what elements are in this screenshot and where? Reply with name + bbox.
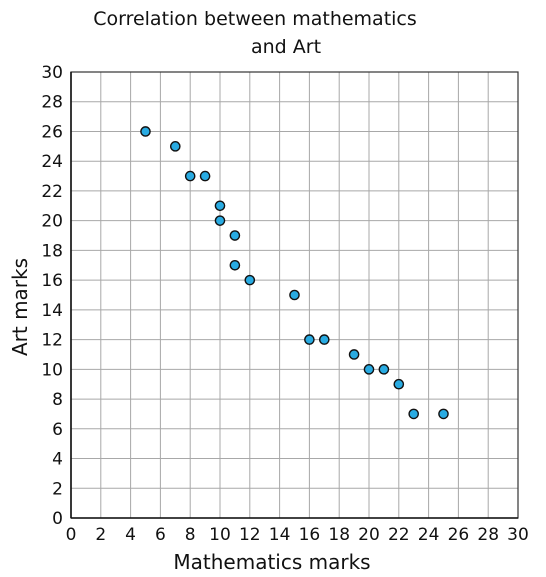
- data-point: [408, 408, 420, 420]
- x-tick-label: 28: [477, 525, 499, 545]
- y-tick-label: 20: [41, 212, 63, 232]
- data-point: [214, 215, 226, 226]
- data-point: [229, 230, 241, 241]
- y-tick-label: 22: [41, 182, 63, 202]
- y-tick-label: 0: [52, 509, 63, 529]
- data-point: [199, 170, 211, 182]
- x-tick-label: 20: [358, 525, 380, 545]
- y-tick-label: 4: [52, 450, 63, 470]
- data-point: [169, 141, 181, 152]
- data-point: [229, 259, 241, 271]
- data-point: [244, 274, 256, 286]
- x-tick-label: 26: [448, 525, 470, 545]
- data-point: [289, 289, 300, 301]
- x-tick-label: 4: [125, 525, 136, 545]
- data-point: [438, 408, 449, 420]
- x-tick-label: 22: [388, 525, 410, 545]
- x-tick-label: 6: [155, 525, 166, 545]
- x-tick-label: 12: [239, 525, 261, 545]
- data-point: [318, 334, 330, 345]
- data-point: [378, 364, 390, 375]
- x-tick-label: 24: [418, 525, 440, 545]
- x-tick-label: 8: [185, 525, 196, 545]
- x-tick-label: 10: [209, 525, 231, 545]
- y-tick-label: 2: [52, 479, 63, 499]
- x-tick-label: 30: [507, 525, 529, 545]
- y-tick-label: 14: [41, 301, 63, 321]
- y-tick-label: 12: [41, 331, 63, 351]
- y-tick-label: 26: [41, 122, 63, 142]
- grid: [70, 71, 519, 519]
- y-tick-label: 8: [52, 390, 63, 410]
- x-tick-label: 18: [328, 525, 350, 545]
- y-tick-label: 30: [41, 63, 63, 83]
- x-tick-label: 14: [269, 525, 291, 545]
- x-tick-label: 16: [299, 525, 321, 545]
- data-point: [363, 364, 375, 375]
- chart-title-line-2: and Art: [251, 36, 321, 58]
- x-axis-label: Mathematics marks: [173, 550, 370, 574]
- data-point: [184, 170, 196, 182]
- y-tick-label: 6: [52, 420, 63, 440]
- data-point: [140, 126, 151, 137]
- data-point: [304, 334, 315, 345]
- data-points: [140, 126, 449, 420]
- data-point: [393, 378, 405, 390]
- x-tick-label: 0: [66, 525, 77, 545]
- tick-labels: 0 2 4 6 8 10 12 14 16 18 20 22 24 26 28 300246810121416…: [41, 63, 528, 545]
- chart-title-line-1: Correlation between mathematics: [93, 8, 417, 30]
- y-tick-label: 16: [41, 271, 63, 291]
- x-tick-label: 2: [95, 525, 106, 545]
- y-tick-label: 28: [41, 93, 63, 113]
- y-tick-label: 24: [41, 152, 63, 172]
- y-axis-label: Art marks: [8, 258, 32, 356]
- data-point: [348, 349, 360, 360]
- y-tick-label: 10: [41, 360, 63, 380]
- data-point: [214, 200, 226, 212]
- y-tick-label: 18: [41, 241, 63, 261]
